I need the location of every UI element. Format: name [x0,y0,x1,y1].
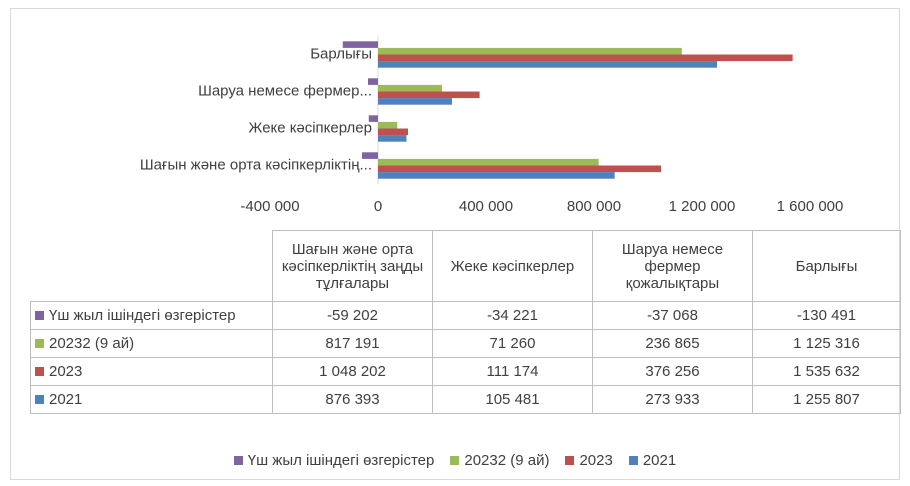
bar [378,172,615,179]
legend-swatch [233,456,243,465]
bar [378,165,662,173]
legend-key [35,311,44,320]
corner [31,231,273,302]
cell: 273 933 [592,385,753,414]
row-name: 2021 [49,391,83,408]
cell: 1 125 316 [752,329,901,358]
y-tick-label: Шаруа немесе фермер... [198,82,372,99]
bar [378,91,480,99]
cell: 71 260 [432,329,593,358]
cell: 236 865 [592,329,753,358]
column-header: Жеке кәсіпкерлер [432,230,593,302]
legend-swatch [450,456,460,465]
legend-key [35,395,44,404]
cell: -59 202 [272,301,433,330]
cell: -130 491 [752,301,901,330]
bar [378,47,682,55]
x-tick-label: 800 000 [567,198,621,215]
cell: 1 535 632 [752,357,901,386]
cell: -34 221 [432,301,593,330]
legend-item: 2023 [565,452,613,469]
table-row: Үш жыл ішіндегі өзгерістер -59 202 -34 221… [30,301,901,330]
cell: 817 191 [272,329,433,358]
cell: 876 393 [272,385,433,414]
bar [367,78,378,85]
legend-swatch [565,456,575,465]
legend-item: Үш жыл ішіндегі өзгерістер [233,452,435,469]
table-row: 20232 (9 ай) 817 191 71 260 236 865 1 125 31… [30,329,901,358]
legend-item: 20232 (9 ай) [450,452,549,469]
row-name: 2023 [49,363,83,380]
legend-label: 20232 (9 ай) [464,452,550,469]
table-row: 2023 1 048 202 111 174 376 256 1 535 632 [30,357,901,386]
cell: 111 174 [432,357,593,386]
header-row: Шағын және орта кәсіпкерліктің заңды тұл… [31,230,901,302]
x-tick-label: 1 600 000 [777,198,844,215]
plot: -400 000 0 400 000 800 000 1 200 000 1 600 00… [140,36,844,215]
cell: -37 068 [592,301,753,330]
cell: 1 255 807 [752,385,901,414]
column-header: Шағын және орта кәсіпкерліктің заңды тұл… [272,230,433,302]
column-header: Барлығы [752,230,901,302]
legend-label: 2023 [579,452,613,469]
column-header: Шаруа немесе фермер қожалықтары [592,230,753,302]
bar [378,128,409,136]
x-tick-label: 1 200 000 [669,198,736,215]
bar [378,54,793,62]
x-tick-label: 0 [374,198,382,215]
legend: Үш жыл ішіндегі өзгерістер 20232 (9 ай) 20… [0,452,910,469]
legend-label: 2021 [642,452,677,469]
row-header: 2023 [30,357,273,386]
row-header: Үш жыл ішіндегі өзгерістер [30,301,273,330]
x-tick-label: 400 000 [459,198,513,215]
row-name: Үш жыл ішіндегі өзгерістер [49,307,236,324]
cell: 105 481 [432,385,593,414]
legend-item: 2021 [628,452,677,469]
row-header: 20232 (9 ай) [30,329,273,358]
bar [378,121,398,129]
x-tick-label: -400 000 [240,198,299,215]
cell: 376 256 [592,357,753,386]
bar [378,135,407,142]
row-header: 2021 [30,385,273,414]
bar [378,98,452,105]
bar [342,41,378,48]
y-tick-label: Барлығы [310,45,372,62]
y-tick-label: Шағын және орта кәсіпкерліктің... [140,156,372,173]
bar [378,84,442,92]
legend-swatch [628,456,638,465]
legend-key [35,339,44,348]
bar [378,61,718,68]
cell: 1 048 202 [272,357,433,386]
legend-key [35,367,44,376]
bar [362,152,378,159]
data-table: Шағын және орта кәсіпкерліктің заңды тұл… [30,230,901,414]
bar [378,158,599,166]
bar [368,115,378,122]
row-name: 20232 (9 ай) [49,335,135,352]
y-tick-label: Жеке кәсіпкерлер [249,119,372,136]
legend-label: Үш жыл ішіндегі өзгерістер [247,452,435,469]
table-row: 2021 876 393 105 481 273 933 1 255 807 [30,385,901,414]
